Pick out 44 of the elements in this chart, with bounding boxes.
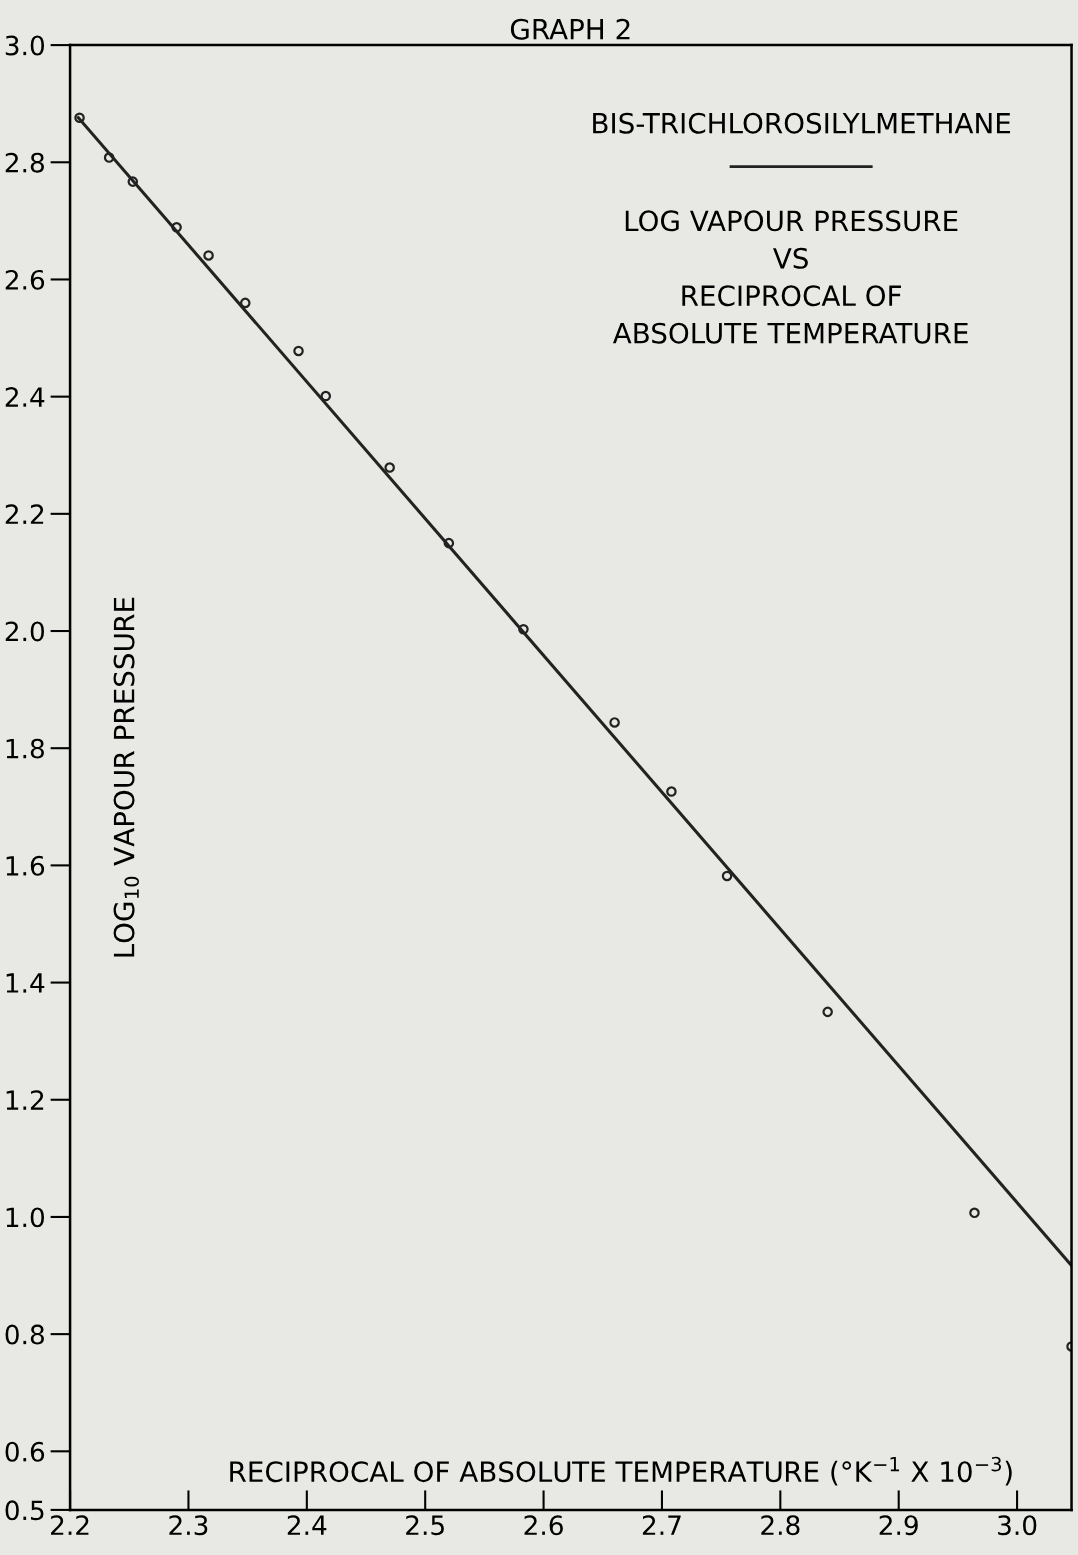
x-tick-label: 2.5	[406, 1515, 444, 1536]
x-tick-label: 2.4	[287, 1515, 327, 1535]
y-tick-label: 2.8	[5, 152, 44, 173]
point	[721, 870, 733, 882]
x-tick-label: 2.8	[761, 1515, 800, 1536]
point	[320, 390, 332, 402]
x-tick-label: 2.2	[51, 1515, 89, 1535]
point	[293, 345, 304, 357]
point	[609, 717, 620, 728]
y-tick-label: 2.4	[5, 387, 45, 407]
y-tick-label: 3.0	[5, 35, 45, 56]
y-tick-label: 1.6	[6, 855, 45, 876]
point	[74, 112, 85, 124]
y-tick-label: 1.4	[6, 973, 45, 993]
y-tick-label: 1.8	[6, 738, 44, 759]
point	[443, 537, 455, 549]
y-tick-label: 2.2	[5, 504, 44, 524]
point	[127, 176, 139, 187]
x-tick-label: 2.6	[524, 1515, 563, 1536]
x-tick-label: 2.9	[879, 1515, 918, 1536]
annotation: LOG VAPOUR PRESSURE VS RECIPROCAL OF ABSOLUTE TEMPERATURE	[612, 210, 968, 344]
y-tick-label: 2.6	[5, 269, 45, 290]
annotation: BIS-TRICHLOROSILYLMETHANE	[593, 112, 1011, 134]
point	[822, 1006, 833, 1018]
x-tick-label: 2.3	[169, 1515, 208, 1536]
y-tick-label: 0.8	[5, 1324, 44, 1345]
x-tick-label: 3.0	[998, 1515, 1037, 1536]
y-tick-label: 2.0	[5, 621, 45, 642]
y-tick-label: 0.6	[5, 1441, 45, 1462]
point	[384, 462, 395, 473]
x-tick-label: 2.7	[642, 1515, 681, 1535]
y-tick-label: 0.5	[5, 1500, 44, 1521]
point	[969, 1207, 980, 1219]
point	[666, 786, 677, 797]
y-axis-title: LOG$_{10}$ VAPOUR PRESSURE	[113, 597, 140, 957]
y-tick-label: 1.2	[6, 1090, 44, 1110]
x-axis-title: RECIPROCAL OF ABSOLUTE TEMPERATURE (°K$^{−1}$ X 10$^{−3}$)	[230, 1456, 1012, 1486]
point	[518, 623, 529, 635]
point	[203, 250, 214, 261]
chart-title: GRAPH 2	[510, 18, 630, 40]
point	[239, 297, 251, 309]
point	[103, 152, 115, 163]
point	[171, 222, 182, 233]
y-tick-label: 1.0	[6, 1207, 45, 1228]
